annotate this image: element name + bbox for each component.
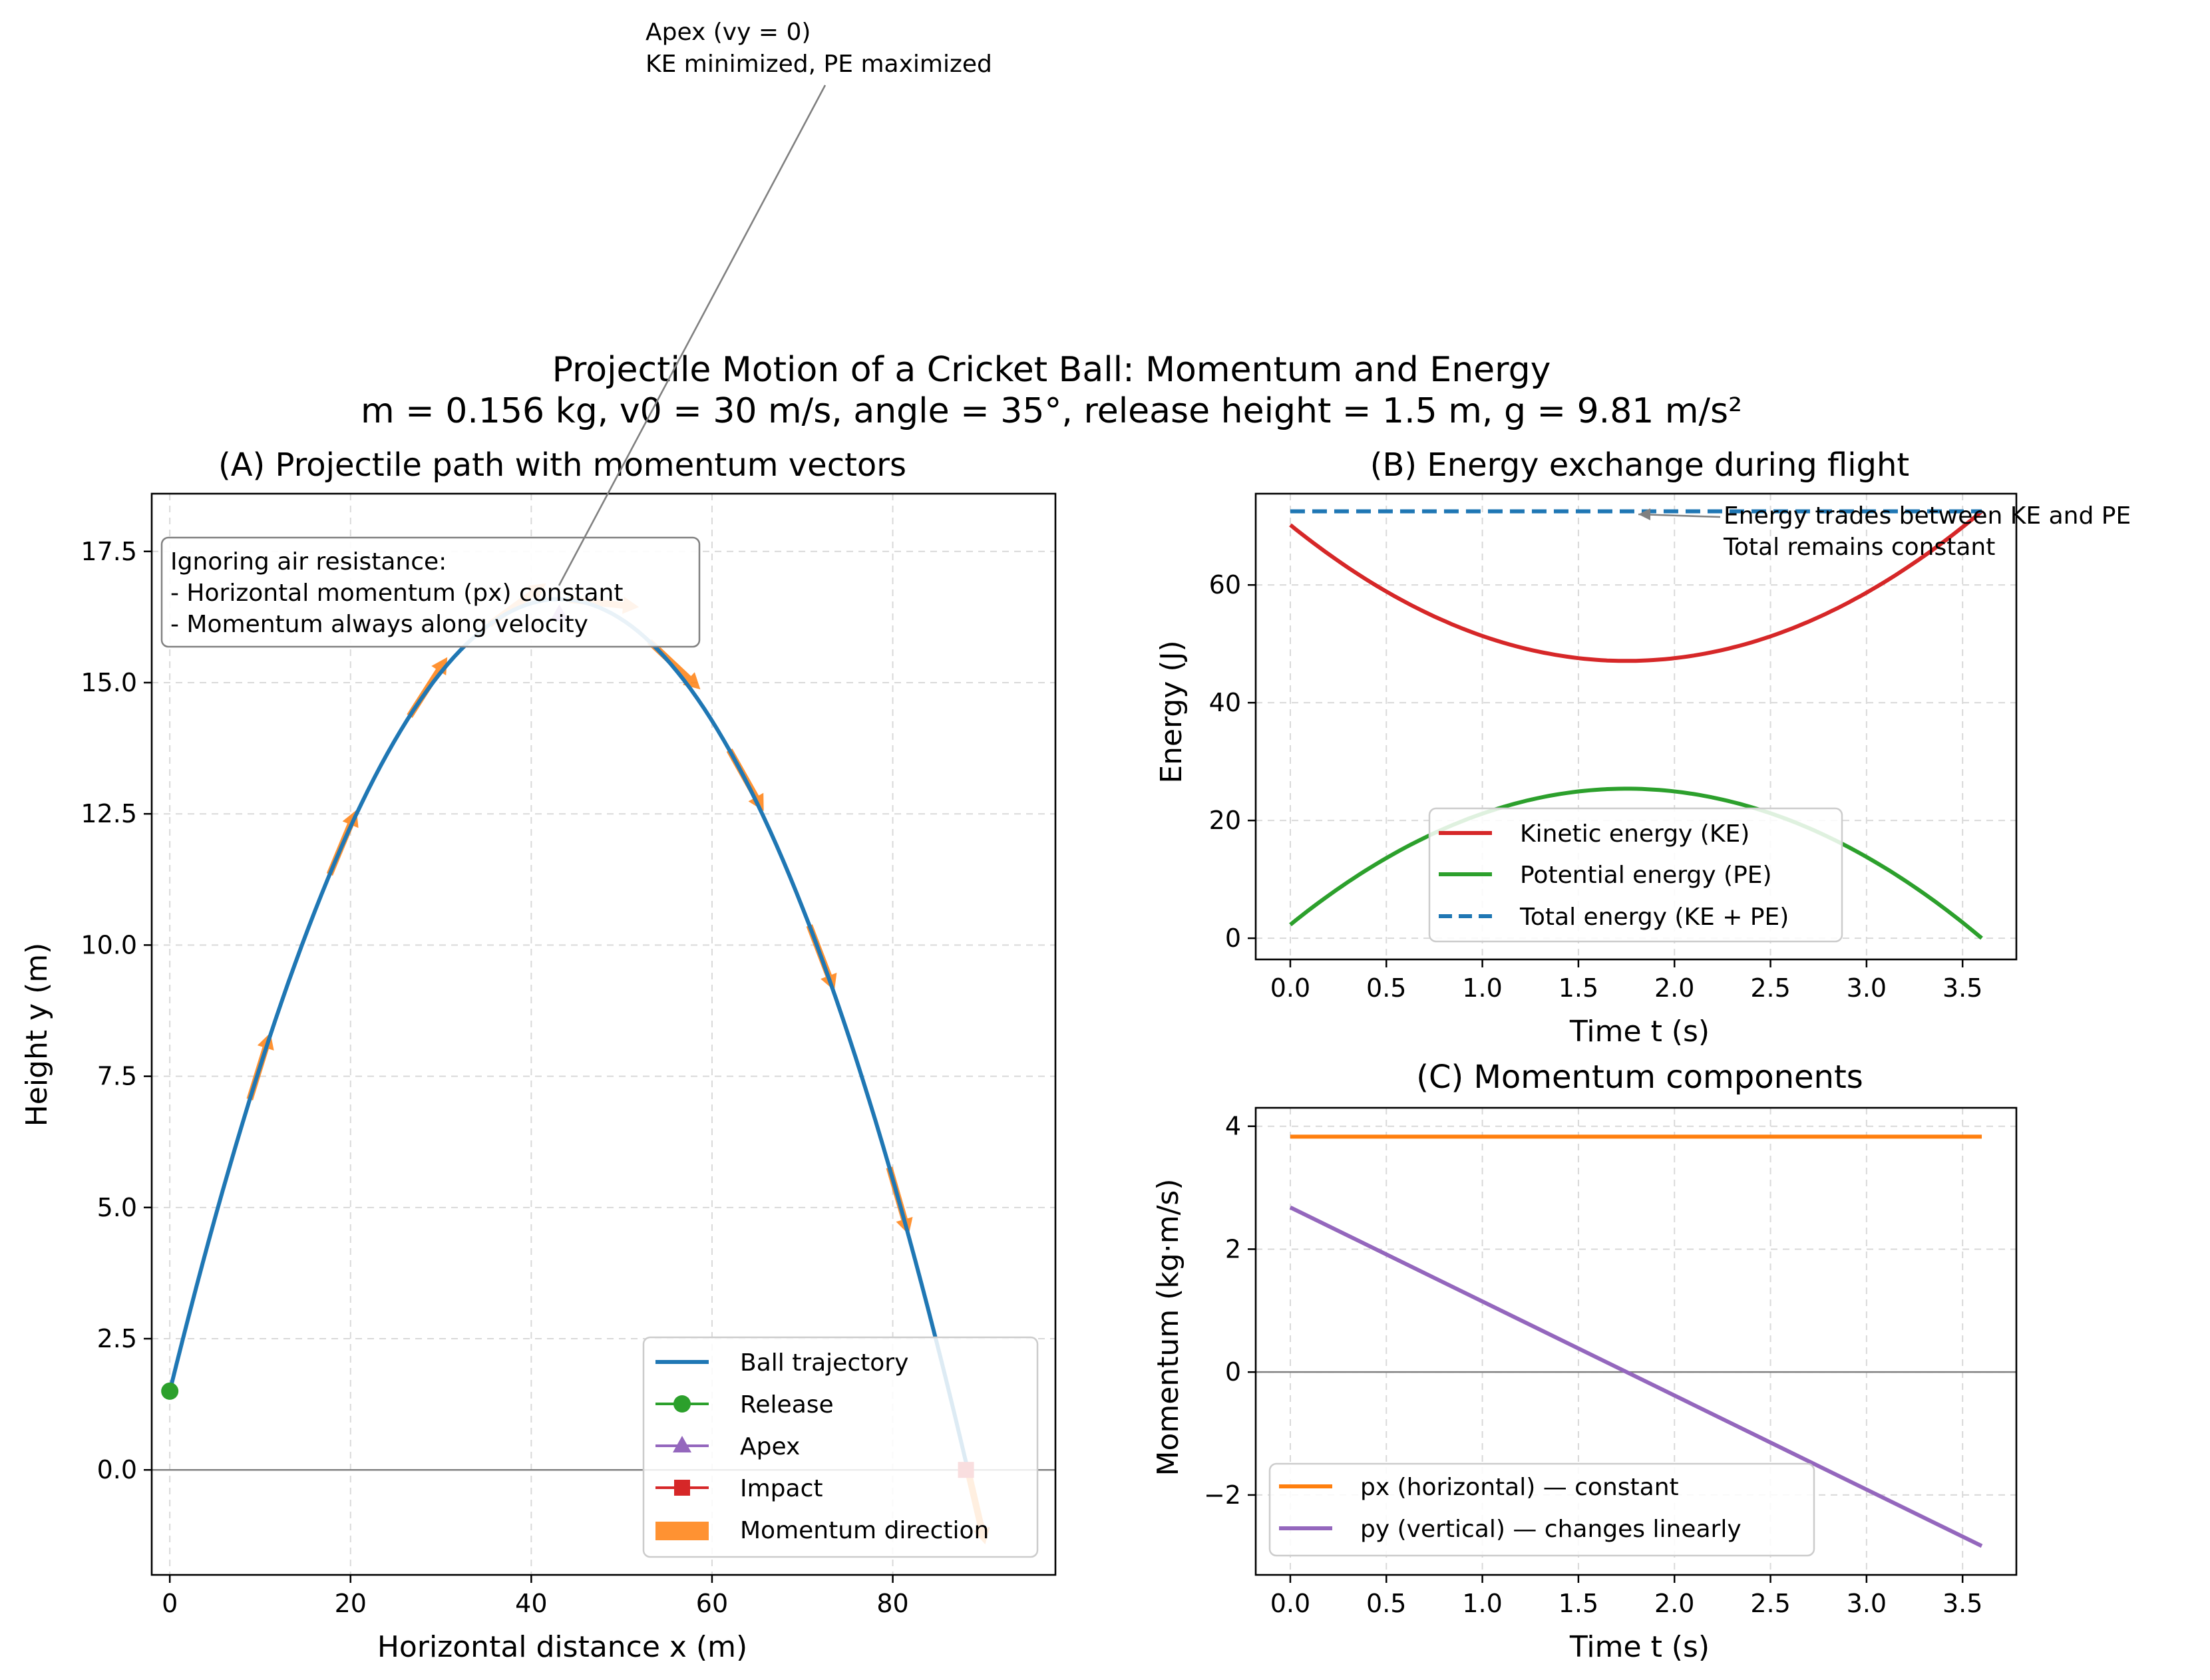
x-tick-label: 2.0: [1654, 973, 1694, 1003]
panel-b-frame: [1254, 492, 2018, 961]
y-tick-label: 5.0: [97, 1193, 137, 1222]
svg-text:Kinetic energy (KE): Kinetic energy (KE): [1520, 820, 1750, 848]
legend-item-impact: Impact: [655, 1475, 823, 1502]
x-tick-label: 3.0: [1847, 973, 1887, 1003]
textbox-line-3: - Momentum always along velocity: [170, 611, 588, 638]
legend-item-trajectory: Ball trajectory: [655, 1349, 908, 1377]
legend-item-py: py (vertical) — changes linearly: [1279, 1516, 1742, 1543]
x-tick-label: 2.5: [1750, 1589, 1790, 1618]
legend-panel-c: px (horizontal) — constant py (vertical)…: [1268, 1462, 1815, 1557]
svg-text:Impact: Impact: [740, 1475, 823, 1502]
panel-a-textbox: Ignoring air resistance: - Horizontal mo…: [160, 536, 701, 648]
y-tick-label: 4: [1225, 1112, 1241, 1141]
panel-b-plot: [1289, 509, 1983, 940]
y-tick-label: 15.0: [81, 668, 137, 697]
py-momentum-line: [1289, 1205, 1983, 1548]
y-tick-label: 0.0: [97, 1455, 137, 1484]
legend-item-pe: Potential energy (PE): [1439, 862, 1772, 889]
legend-item-apex: Apex: [655, 1433, 800, 1460]
panel-c-xlabel: Time t (s): [1569, 1630, 1710, 1664]
svg-text:Ball trajectory: Ball trajectory: [740, 1349, 908, 1377]
y-tick-label: 40: [1209, 688, 1241, 717]
legend-panel-b: Kinetic energy (KE) Potential energy (PE…: [1428, 807, 1843, 943]
panel-b-axes: 0.0 0.5 1.0 1.5 2.0 2.5 3.0 3.5 0 20 40 60: [1209, 492, 2018, 1003]
legend-item-px: px (horizontal) — constant: [1279, 1474, 1679, 1501]
apex-annotation-line-2: KE minimized, PE maximized: [645, 51, 992, 78]
panel-b-ylabel: Energy (J): [1155, 640, 1189, 783]
y-tick-label: 12.5: [81, 799, 137, 828]
svg-text:Release: Release: [740, 1391, 834, 1419]
svg-text:Total energy (KE + PE): Total energy (KE + PE): [1519, 904, 1789, 931]
figure-subtitle: m = 0.156 kg, v0 = 30 m/s, angle = 35°, …: [361, 391, 1742, 431]
svg-text:Potential energy (PE): Potential energy (PE): [1520, 862, 1772, 889]
y-tick-label: 0: [1225, 924, 1241, 953]
panel-c-frame: [1254, 1106, 2018, 1576]
energy-annotation: Energy trades between KE and PE Total re…: [1638, 502, 2131, 561]
x-tick-label: 0.5: [1366, 1589, 1406, 1618]
x-tick-label: 0.0: [1270, 1589, 1310, 1618]
x-tick-label: 40: [515, 1589, 547, 1618]
y-tick-label: 0: [1225, 1357, 1241, 1387]
panel-a-ylabel: Height y (m): [20, 943, 54, 1127]
panel-c-title: (C) Momentum components: [1416, 1059, 1863, 1096]
figure-title: Projectile Motion of a Cricket Ball: Mom…: [552, 350, 1551, 390]
panel-b-title: (B) Energy exchange during flight: [1370, 446, 1910, 484]
x-tick-label: 2.0: [1654, 1589, 1694, 1618]
x-tick-label: 3.0: [1847, 1589, 1887, 1618]
x-tick-label: 2.5: [1750, 973, 1790, 1003]
release-marker: [161, 1382, 179, 1400]
y-tick-label: 20: [1209, 806, 1241, 835]
panel-a-xlabel: Horizontal distance x (m): [377, 1630, 747, 1664]
x-tick-label: 1.0: [1462, 1589, 1502, 1618]
panel-c-plot: [1256, 1134, 2016, 1548]
x-tick-label: 20: [335, 1589, 367, 1618]
textbox-line-2: - Horizontal momentum (px) constant: [170, 580, 623, 607]
y-tick-label: 17.5: [81, 537, 137, 566]
x-tick-label: 0.5: [1366, 973, 1406, 1003]
y-tick-label: −2: [1204, 1480, 1241, 1510]
legend-item-ke: Kinetic energy (KE): [1439, 820, 1750, 848]
x-tick-label: 60: [696, 1589, 728, 1618]
x-tick-label: 0.0: [1270, 973, 1310, 1003]
panel-b-xlabel: Time t (s): [1569, 1015, 1710, 1049]
y-tick-label: 60: [1209, 570, 1241, 599]
x-tick-label: 3.5: [1942, 973, 1982, 1003]
apex-annotation: Apex (vy = 0) KE minimized, PE maximized: [558, 19, 992, 586]
panel-c-ylabel: Momentum (kg·m/s): [1151, 1178, 1185, 1476]
energy-annotation-line-1: Energy trades between KE and PE: [1724, 502, 2131, 530]
textbox-line-1: Ignoring air resistance:: [170, 548, 447, 576]
legend-item-release: Release: [655, 1391, 834, 1419]
potential-energy-line: [1289, 786, 1983, 940]
svg-text:py (vertical) — changes linear: py (vertical) — changes linearly: [1360, 1516, 1742, 1543]
y-tick-label: 10.0: [81, 930, 137, 959]
kinetic-energy-line: [1289, 510, 1983, 663]
svg-text:Momentum direction: Momentum direction: [740, 1517, 989, 1544]
x-tick-label: 1.5: [1559, 973, 1598, 1003]
y-tick-label: 2: [1225, 1234, 1241, 1263]
panel-a-title: (A) Projectile path with momentum vector…: [218, 446, 906, 484]
x-tick-label: 80: [876, 1589, 908, 1618]
x-tick-label: 1.5: [1559, 1589, 1598, 1618]
y-tick-label: 7.5: [97, 1062, 137, 1091]
svg-text:Apex: Apex: [740, 1433, 800, 1460]
y-tick-label: 2.5: [97, 1324, 137, 1353]
legend-item-momentum: Momentum direction: [655, 1517, 989, 1544]
legend-panel-a: Ball trajectory Release Apex Impact Mome…: [642, 1336, 1039, 1558]
energy-annotation-line-2: Total remains constant: [1723, 534, 1995, 561]
apex-annotation-line-1: Apex (vy = 0): [645, 19, 811, 46]
panel-a-frame: [150, 492, 1057, 1576]
x-tick-label: 0: [162, 1589, 178, 1618]
svg-text:px (horizontal) — constant: px (horizontal) — constant: [1360, 1474, 1679, 1501]
x-tick-label: 1.0: [1462, 973, 1502, 1003]
legend-item-total: Total energy (KE + PE): [1439, 904, 1789, 931]
x-tick-label: 3.5: [1942, 1589, 1982, 1618]
